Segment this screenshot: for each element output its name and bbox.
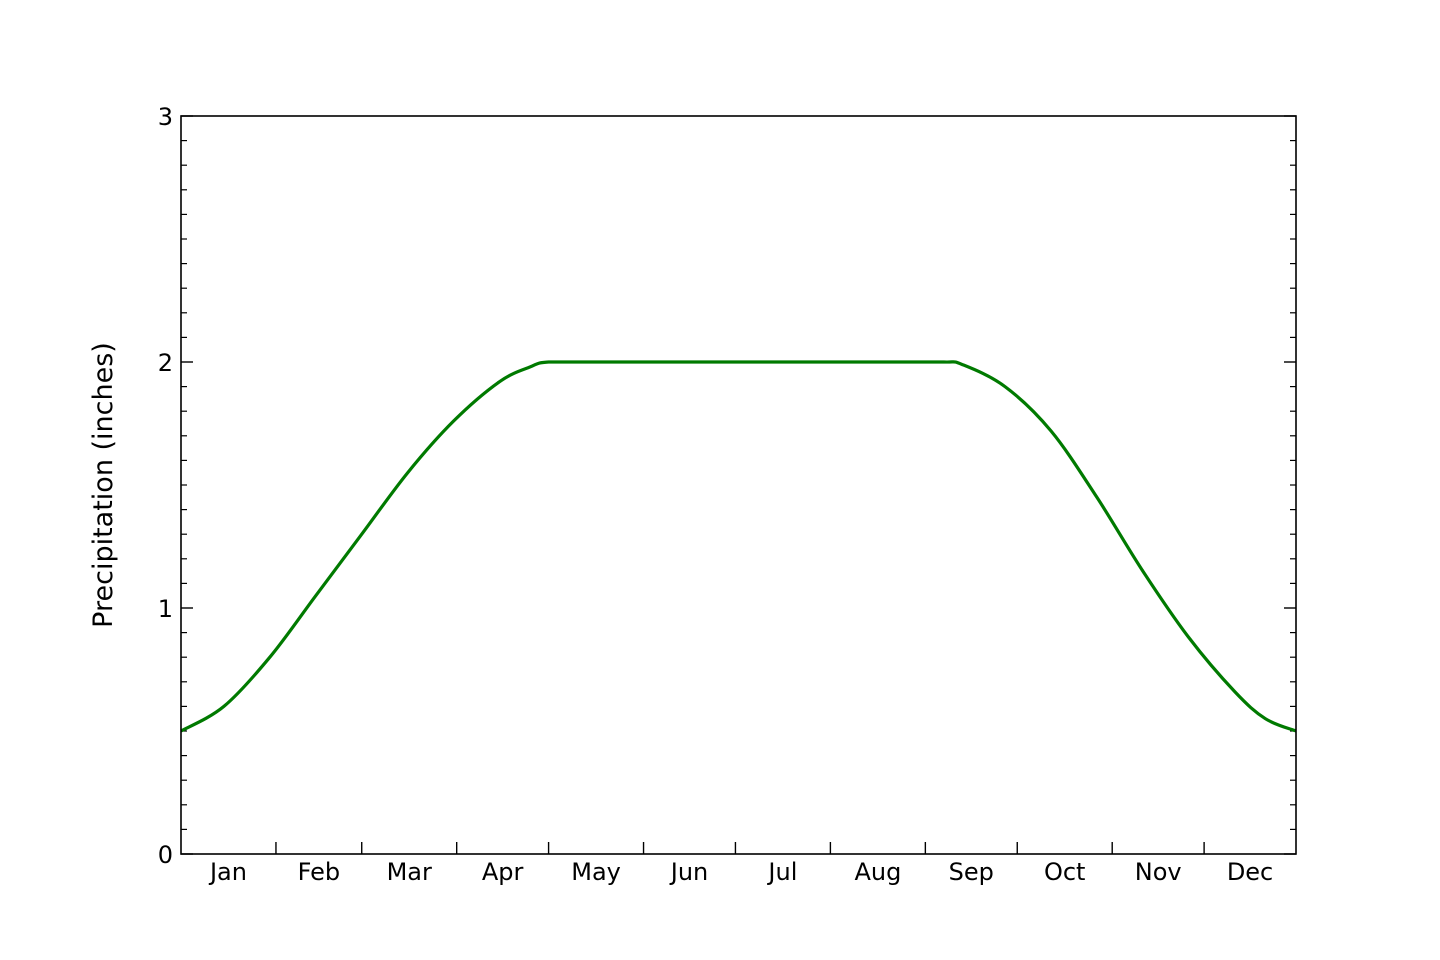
x-tick-label-aug: Aug (854, 858, 901, 886)
x-tick-label-feb: Feb (298, 858, 341, 886)
y-tick-label: 0 (158, 841, 173, 869)
x-tick-label-nov: Nov (1135, 858, 1182, 886)
x-tick-label-sep: Sep (949, 858, 994, 886)
series-line-0 (180, 360, 1297, 733)
x-tick-label-apr: Apr (482, 858, 524, 886)
y-tick-label: 2 (158, 349, 173, 377)
x-tick-label-jan: Jan (208, 858, 247, 886)
x-tick-label-jun: Jun (669, 858, 709, 886)
y-tick-label: 3 (158, 103, 173, 131)
series-group (180, 360, 1297, 733)
x-tick-label-oct: Oct (1044, 858, 1086, 886)
plot-frame (180, 115, 1297, 855)
y-tick-label: 1 (158, 595, 173, 623)
x-tick-label-mar: Mar (387, 858, 432, 886)
tick-labels: 0 1 2 3 Jan Feb Mar Apr May Jun Jul Aug Sep Oct Nov Dec (158, 103, 1274, 886)
x-tick-label-dec: Dec (1227, 858, 1273, 886)
y-axis-label: Precipitation (inches) (88, 342, 119, 628)
x-tick-label-jul: Jul (766, 858, 797, 886)
x-tick-label-may: May (571, 858, 621, 886)
